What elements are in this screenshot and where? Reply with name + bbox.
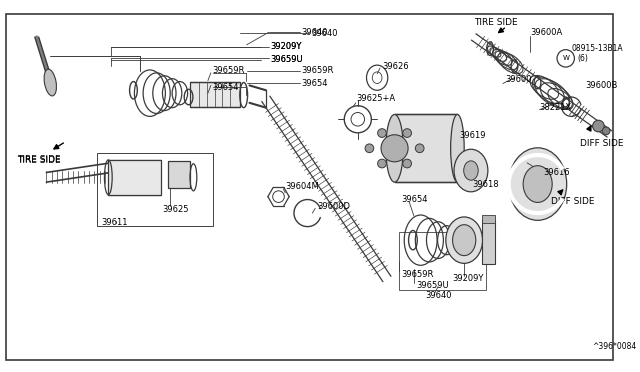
Text: TIRE SIDE: TIRE SIDE <box>474 18 518 27</box>
Ellipse shape <box>386 115 403 182</box>
Circle shape <box>602 127 610 135</box>
Ellipse shape <box>509 148 566 220</box>
Text: (6): (6) <box>577 54 588 63</box>
Ellipse shape <box>452 225 476 256</box>
Text: TIRE SIDE: TIRE SIDE <box>17 156 61 166</box>
Circle shape <box>381 135 408 162</box>
Text: 39625+A: 39625+A <box>356 94 395 103</box>
Text: 39654: 39654 <box>212 83 239 92</box>
Text: 39600B: 39600B <box>585 81 618 90</box>
Text: 39640: 39640 <box>426 291 452 300</box>
Bar <box>189 81 240 107</box>
Circle shape <box>378 129 387 137</box>
Text: 39659R: 39659R <box>212 67 245 76</box>
Text: 39654: 39654 <box>301 79 328 88</box>
Bar <box>481 215 495 223</box>
Text: 39659R: 39659R <box>301 67 334 76</box>
Text: 39640: 39640 <box>301 28 328 37</box>
Text: ^396*0084: ^396*0084 <box>592 342 636 351</box>
Text: 39659U: 39659U <box>271 55 303 64</box>
Bar <box>481 220 495 264</box>
Ellipse shape <box>523 166 552 202</box>
Text: 39618: 39618 <box>472 180 499 189</box>
Text: 39626: 39626 <box>382 62 408 71</box>
Text: 39640: 39640 <box>312 29 338 38</box>
Text: 39604M: 39604M <box>285 183 319 192</box>
Circle shape <box>415 144 424 153</box>
Text: 39619: 39619 <box>460 131 486 140</box>
Text: 39600D: 39600D <box>317 202 350 211</box>
Text: 39600A: 39600A <box>530 28 562 37</box>
Text: 39209Y: 39209Y <box>452 274 484 283</box>
Text: 39654: 39654 <box>401 195 428 204</box>
Text: 39659R: 39659R <box>401 269 434 279</box>
Text: TIRE SIDE: TIRE SIDE <box>17 155 61 164</box>
Circle shape <box>403 129 412 137</box>
Bar <box>97 153 212 226</box>
Text: 39611: 39611 <box>102 218 128 227</box>
Text: 39209Y: 39209Y <box>271 42 302 51</box>
Text: 39659U: 39659U <box>416 281 449 290</box>
Text: 39616: 39616 <box>543 168 570 177</box>
Circle shape <box>365 144 374 153</box>
Bar <box>108 160 161 195</box>
Ellipse shape <box>446 217 483 263</box>
Text: W: W <box>563 55 569 61</box>
Text: 08915-13B1A: 08915-13B1A <box>572 44 623 53</box>
Text: DIFF SIDE: DIFF SIDE <box>580 139 624 148</box>
Bar <box>168 161 189 188</box>
Text: 39625: 39625 <box>163 205 189 214</box>
Text: DIFF SIDE: DIFF SIDE <box>551 197 595 206</box>
Circle shape <box>593 120 604 132</box>
Text: 39600: 39600 <box>505 75 531 84</box>
Bar <box>399 232 486 291</box>
Text: 39659U: 39659U <box>271 55 303 64</box>
Text: 39209Y: 39209Y <box>271 42 302 51</box>
Circle shape <box>378 159 387 168</box>
Ellipse shape <box>44 69 56 96</box>
Ellipse shape <box>454 149 488 192</box>
Circle shape <box>557 49 575 67</box>
Circle shape <box>403 159 412 168</box>
Bar <box>394 115 458 182</box>
Ellipse shape <box>451 115 464 182</box>
Ellipse shape <box>464 161 478 180</box>
Text: 38221X: 38221X <box>540 103 572 112</box>
